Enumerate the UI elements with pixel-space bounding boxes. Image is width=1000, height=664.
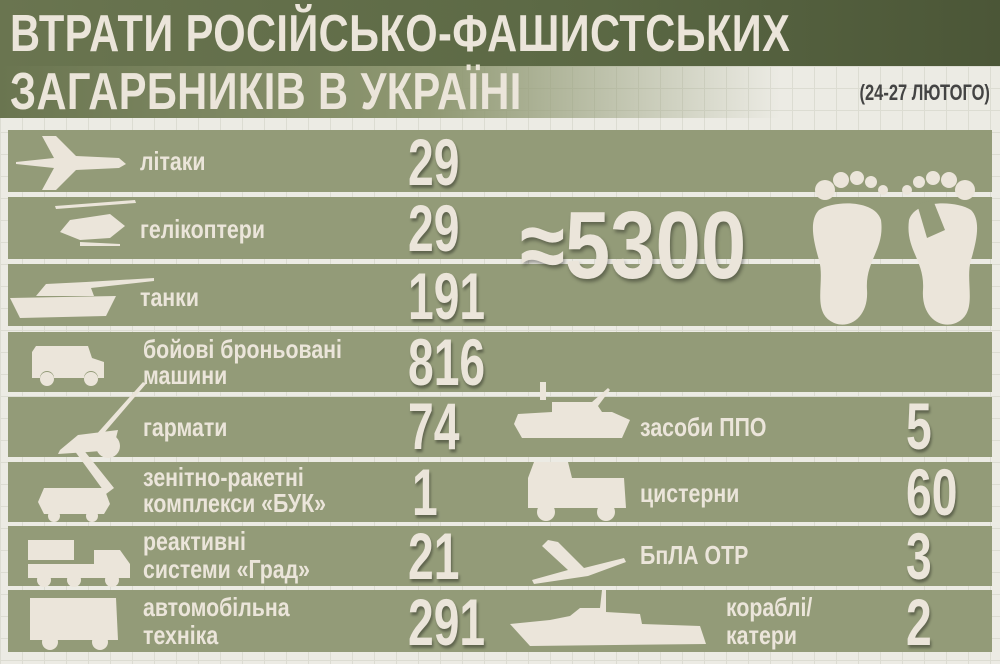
value-tanks: 191: [408, 259, 486, 333]
label-armored-vehicles-2: машини: [143, 360, 228, 390]
tank-icon: [10, 278, 154, 318]
label-artillery: гармати: [143, 412, 228, 442]
date-range: (24-27 ЛЮТОГО): [859, 80, 990, 105]
value-air-defense: 5: [906, 389, 932, 463]
label-ships-2: катери: [726, 620, 797, 650]
label-buk: зенітно-ракетні: [143, 462, 304, 492]
row-band: [8, 332, 992, 392]
tanker-truck-icon: [528, 462, 626, 521]
label-vehicles: автомобільна: [143, 592, 290, 622]
ship-icon: [510, 590, 706, 646]
anti-aircraft-vehicle-icon: [514, 382, 630, 438]
truck-icon: [30, 598, 118, 650]
value-drones: 3: [906, 519, 932, 593]
title-line-2: ЗАГАРБНИКІВ В УКРАЇНІ: [10, 63, 522, 121]
value-artillery: 74: [408, 389, 460, 463]
label-drones: БпЛА ОТР: [640, 540, 749, 570]
missile-launcher-icon: [38, 448, 114, 522]
label-tanks: танки: [140, 282, 199, 312]
value-grad: 21: [408, 519, 460, 593]
artillery-gun-icon: [58, 382, 146, 458]
helicopter-icon: [55, 200, 136, 246]
header-bar: [0, 0, 1000, 66]
value-buk: 1: [412, 455, 438, 529]
value-vehicles: 291: [408, 585, 486, 659]
label-vehicles-2: техніка: [143, 620, 219, 650]
armored-vehicle-icon: [32, 346, 104, 386]
row-band: [8, 590, 992, 652]
label-ships: кораблі/: [726, 592, 813, 622]
personnel-value: ≈5300: [520, 192, 747, 299]
drone-icon: [532, 540, 626, 584]
label-buk-2: комплекси «БУК»: [143, 488, 326, 518]
footprints-with-toe-tag-icon: [812, 171, 978, 325]
title-line-1: ВТРАТИ РОСІЙСЬКО-ФАШИСТСЬКИХ: [10, 5, 791, 63]
label-helicopters: гелікоптери: [140, 214, 265, 244]
row-band: [8, 526, 992, 586]
label-air-defense: засоби ППО: [640, 412, 767, 442]
label-tankers: цистерни: [640, 478, 740, 508]
value-helicopters: 29: [408, 191, 460, 265]
value-aircraft: 29: [408, 125, 460, 199]
label-armored-vehicles: бойові броньовані: [143, 334, 342, 364]
label-grad: реактивні: [143, 526, 246, 556]
value-tankers: 60: [906, 455, 958, 529]
value-ships: 2: [906, 585, 932, 659]
fighter-jet-icon: [16, 136, 126, 190]
rocket-launcher-truck-icon: [28, 540, 130, 587]
row-band: [8, 397, 992, 457]
header-bar-2: [0, 66, 780, 118]
label-aircraft: літаки: [140, 146, 206, 176]
row-band: [8, 462, 992, 522]
label-grad-2: системи «Град»: [143, 554, 311, 584]
value-armored-vehicles: 816: [408, 325, 486, 399]
